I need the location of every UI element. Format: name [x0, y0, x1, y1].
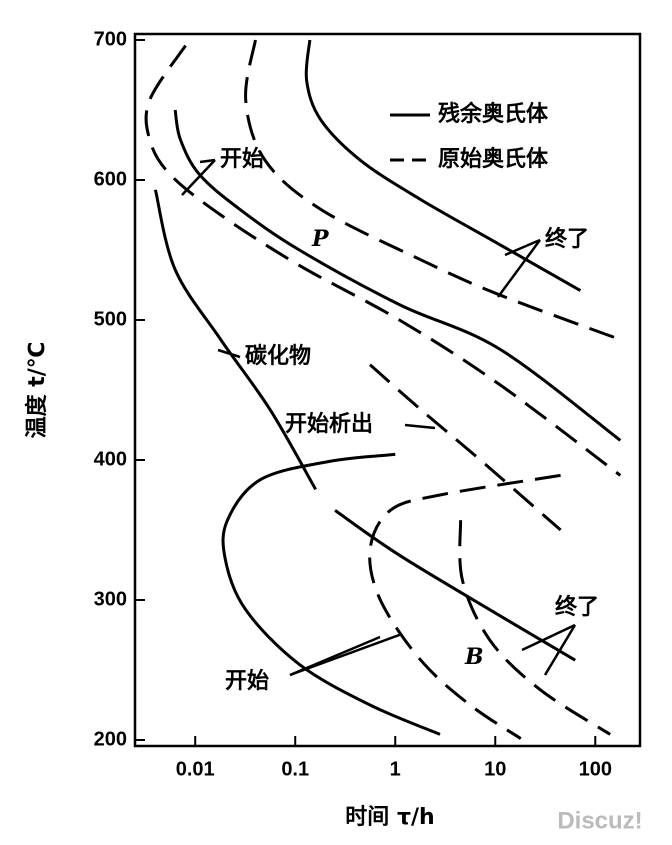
y-tick-label: 500 — [94, 308, 127, 330]
y-tick-label: 600 — [94, 168, 127, 190]
region-label: B — [464, 644, 484, 670]
y-tick-label: 400 — [94, 448, 127, 470]
legend-label: 残余奥氏体 — [438, 101, 549, 127]
curve — [144, 44, 622, 477]
leader-line — [496, 239, 542, 298]
leader-line — [521, 623, 576, 652]
curve — [334, 509, 576, 662]
legend-label: 原始奥氏体 — [438, 146, 549, 172]
x-tick-label: 0.01 — [176, 758, 215, 780]
leader-line — [289, 632, 403, 677]
curve — [153, 189, 317, 491]
x-axis-label: 时间 τ/h — [345, 805, 434, 830]
watermark: Discuz! — [557, 807, 642, 834]
plot-frame — [133, 32, 642, 748]
y-tick-label: 700 — [94, 28, 127, 50]
leader-line — [217, 348, 241, 359]
x-tick-label: 10 — [484, 758, 506, 780]
curve — [368, 473, 561, 740]
annotation: 开始 — [220, 146, 264, 172]
curve — [369, 363, 562, 532]
curve — [173, 109, 622, 442]
x-tick-label: 1 — [390, 758, 401, 780]
curve — [221, 452, 441, 736]
annotation: 碳化物 — [245, 343, 311, 369]
x-tick-label: 0.1 — [281, 758, 309, 780]
leader-line — [543, 624, 577, 676]
y-tick-label: 200 — [94, 728, 127, 750]
curve — [244, 39, 621, 342]
annotation: 终了 — [545, 226, 589, 252]
region-label: P — [311, 226, 330, 252]
annotation: 开始析出 — [285, 411, 373, 437]
x-tick-label: 100 — [579, 758, 612, 780]
curve — [304, 39, 582, 292]
annotation: 终了 — [555, 594, 599, 620]
leader-line — [504, 238, 541, 257]
curve — [458, 520, 612, 736]
y-axis-label: 温度 t/℃ — [24, 342, 50, 439]
y-tick-label: 300 — [94, 588, 127, 610]
leader-line — [404, 423, 436, 430]
leader-line — [199, 158, 216, 164]
leader-line — [181, 159, 216, 196]
annotation: 开始 — [225, 668, 269, 694]
